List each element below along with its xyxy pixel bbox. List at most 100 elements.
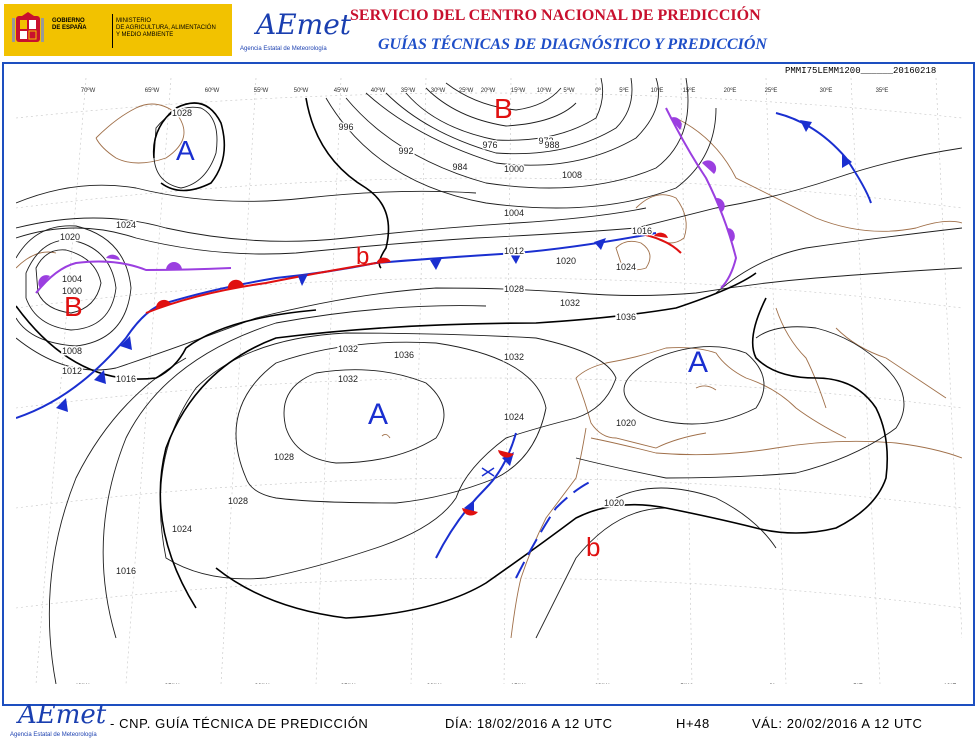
low-pressure-marker: B: [494, 93, 513, 124]
top-longitude-label: 50ºW: [294, 87, 309, 94]
isobar-label: 1028: [274, 452, 294, 462]
map-labels: 70ºW 65ºW 60ºW 55ºW 50ºW 45ºW 40ºW 35ºW 30ºW 25ºW…: [58, 87, 957, 684]
bottom-longitude-label: 30ºW: [255, 683, 270, 684]
top-longitude-label: 45ºW: [334, 87, 349, 94]
page-title: SERVICIO DEL CENTRO NACIONAL DE PREDICCI…: [350, 7, 761, 24]
isobar-label: 988: [544, 140, 559, 150]
isobar-label: 1024: [616, 262, 636, 272]
aemet-footer-logo-name: AEmet: [18, 700, 107, 730]
footer-day-label: DÍA: 18/02/2016 A 12 UTC: [445, 716, 613, 731]
isobar-label: 1024: [172, 524, 192, 534]
isobar-label: 1024: [116, 220, 136, 230]
footer-valid-label: VÁL: 20/02/2016 A 12 UTC: [752, 716, 923, 731]
top-longitude-label: 5ºW: [563, 87, 575, 94]
top-longitude-label: 35ºW: [401, 87, 416, 94]
low-pressure-marker: b: [586, 532, 600, 562]
isobar-label: 1000: [504, 164, 524, 174]
isobar-label: 1020: [60, 232, 80, 242]
top-longitude-label: 10ºW: [537, 87, 552, 94]
isobar-label: 1024: [504, 412, 524, 422]
isobar-label: 1000: [62, 286, 82, 296]
top-longitude-label: 60ºW: [205, 87, 220, 94]
bottom-longitude-label: 5ºE: [853, 683, 863, 684]
isobar-label: 1032: [338, 344, 358, 354]
top-longitude-label: 20ºW: [481, 87, 496, 94]
map-identifier: PMMI75LEMM1200______20160218: [785, 66, 937, 76]
top-longitude-label: 5ºE: [619, 87, 629, 94]
isobar-label: 1016: [116, 374, 136, 384]
bottom-longitude-label: 40ºW: [75, 683, 90, 684]
bottom-longitude-label: 35ºW: [165, 683, 180, 684]
fronts: [16, 107, 872, 579]
top-longitude-label: 10ºE: [651, 87, 664, 94]
front-symbols: [38, 117, 852, 516]
top-longitude-label: 25ºE: [765, 87, 778, 94]
top-longitude-label: 35ºE: [876, 87, 889, 94]
top-longitude-label: 20ºE: [724, 87, 737, 94]
aemet-logo: AEmet Agencia Estatal de Meteorología: [240, 6, 351, 58]
isobar-label: 1028: [228, 496, 248, 506]
high-pressure-marker: A: [688, 346, 708, 379]
weather-map: 70ºW 65ºW 60ºW 55ºW 50ºW 45ºW 40ºW 35ºW 30ºW 25ºW…: [16, 78, 962, 684]
thick-isobars: [16, 97, 889, 619]
isobar-label: 1020: [604, 498, 624, 508]
isobar-label: 1020: [616, 418, 636, 428]
bottom-longitude-label: 5ºW: [680, 683, 692, 684]
ministry-text: MINISTERIO DE AGRICULTURA, ALIMENTACIÓN Y …: [116, 18, 216, 38]
header: GOBIERNO DE ESPAÑA MINISTERIO DE AGRICULTU…: [0, 0, 979, 62]
top-longitude-label: 65ºW: [145, 87, 160, 94]
isobar-label: 1016: [116, 566, 136, 576]
logo-divider: [112, 14, 113, 48]
isobar-label: 1008: [62, 346, 82, 356]
top-longitude-label: 30ºE: [820, 87, 833, 94]
high-pressure-marker: A: [176, 135, 195, 166]
isobar-label: 1036: [394, 350, 414, 360]
isobar-label: 972: [538, 136, 553, 146]
isobar-label: 1032: [504, 352, 524, 362]
isobar-label: 1004: [504, 208, 524, 218]
top-longitude-label: 15ºW: [511, 87, 526, 94]
aemet-logo-name: AEmet: [256, 8, 352, 41]
bottom-longitude-label: 10ºE: [944, 683, 957, 684]
top-longitude-label: 30ºW: [431, 87, 446, 94]
coastlines: [16, 103, 962, 639]
high-pressure-marker: A: [368, 398, 388, 431]
low-pressure-marker: b: [356, 243, 369, 270]
footer-guide-label: - CNP. GUÍA TÉCNICA DE PREDICCIÓN: [110, 716, 369, 731]
isobar-label: 1032: [338, 374, 358, 384]
footer: AEmet Agencia Estatal de Meteorología - …: [0, 700, 979, 743]
map-frame: [2, 62, 975, 706]
government-text: GOBIERNO DE ESPAÑA: [52, 18, 87, 31]
isobar-label: 1008: [562, 170, 582, 180]
top-longitude-label: 0º: [595, 87, 601, 94]
top-longitude-label: 40ºW: [371, 87, 386, 94]
government-logo: GOBIERNO DE ESPAÑA MINISTERIO DE AGRICULTU…: [4, 4, 232, 56]
top-longitude-label: 55ºW: [254, 87, 269, 94]
aemet-logo-subtitle: Agencia Estatal de Meteorología: [240, 46, 327, 52]
graticule: [16, 78, 962, 684]
isobar-label: 976: [482, 140, 497, 150]
isobar-label: 1028: [504, 284, 524, 294]
spain-coat-of-arms-icon: [12, 12, 44, 42]
isobar-label: 1012: [504, 246, 524, 256]
page-subtitle: GUÍAS TÉCNICAS DE DIAGNÓSTICO Y PREDICCI…: [378, 36, 767, 53]
isobar-label: 1004: [62, 274, 82, 284]
footer-lead-label: H+48: [676, 716, 710, 731]
isobar-label: 1028: [172, 108, 192, 118]
bottom-longitude-label: 15ºW: [511, 683, 526, 684]
bottom-longitude-label: 0º: [769, 683, 775, 684]
bottom-longitude-label: 10ºW: [595, 683, 610, 684]
isobar-label: 1016: [632, 226, 652, 236]
top-longitude-label: 25ºW: [459, 87, 474, 94]
bottom-longitude-label: 20ºW: [427, 683, 442, 684]
isobars: [16, 78, 962, 684]
isobar-label: 1012: [62, 366, 82, 376]
bottom-longitude-label: 25ºW: [341, 683, 356, 684]
aemet-footer-logo-subtitle: Agencia Estatal de Meteorología: [10, 732, 97, 738]
isobar-label: 992: [398, 146, 413, 156]
isobar-label: 984: [452, 162, 467, 172]
top-longitude-label: 15ºE: [683, 87, 696, 94]
isobar-label: 1036: [616, 312, 636, 322]
isobar-label: 996: [338, 122, 353, 132]
low-pressure-marker: B: [64, 291, 83, 322]
